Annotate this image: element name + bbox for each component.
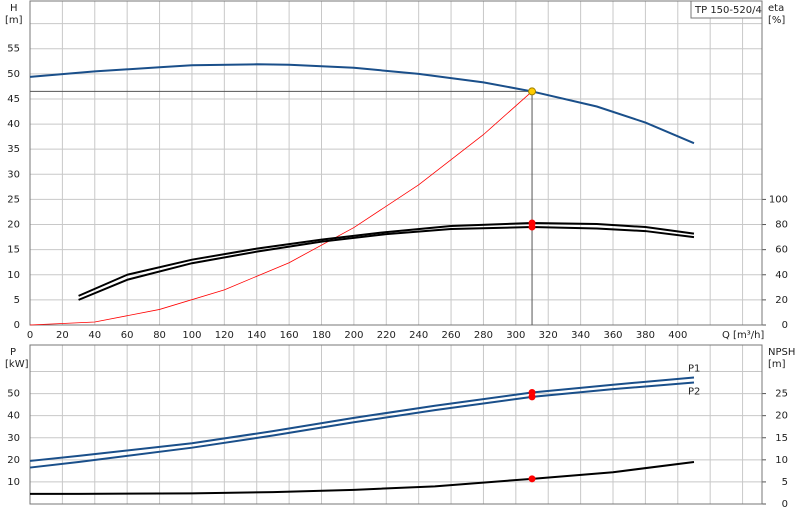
x-tick-label: 180 — [312, 330, 331, 341]
x-tick-label: 120 — [215, 330, 234, 341]
y2-tick-label: 15 — [775, 433, 788, 444]
y2-tick-label: 60 — [775, 245, 788, 256]
y2-tick-label: 20 — [775, 411, 788, 422]
duty-marker — [528, 223, 536, 231]
y-tick-label: 30 — [7, 433, 20, 444]
series-line — [78, 222, 695, 297]
y2-axis-unit: [m] — [768, 359, 786, 370]
y-axis-label: P — [10, 347, 16, 358]
y-tick-label: 15 — [7, 245, 20, 256]
y2-tick-label: 0 — [782, 320, 788, 331]
x-tick-label: 380 — [636, 330, 655, 341]
y-axis-unit: [m] — [5, 15, 23, 26]
y-tick-label: 5 — [14, 295, 20, 306]
x-tick-label: 340 — [571, 330, 590, 341]
y-tick-label: 20 — [7, 220, 20, 231]
y2-tick-label: 100 — [769, 194, 788, 205]
y2-tick-label: 0 — [782, 499, 788, 510]
y-tick-label: 10 — [7, 270, 20, 281]
y-tick-label: 40 — [7, 411, 20, 422]
x-tick-label: 200 — [344, 330, 363, 341]
y2-tick-label: 80 — [775, 220, 788, 231]
x-tick-label: 40 — [88, 330, 101, 341]
y-tick-label: 20 — [7, 455, 20, 466]
y-tick-label: 30 — [7, 169, 20, 180]
y-tick-label: 50 — [7, 69, 20, 80]
y2-axis-label: eta — [768, 3, 784, 14]
x-tick-label: 260 — [442, 330, 461, 341]
y2-tick-label: 10 — [775, 455, 788, 466]
y-tick-label: 25 — [7, 194, 20, 205]
x-tick-label: 100 — [182, 330, 201, 341]
y2-axis-unit: [%] — [768, 15, 785, 26]
series-line — [29, 63, 695, 145]
annotation: TP 150-520/4 — [694, 5, 762, 16]
y2-axis-label: NPSH — [768, 347, 795, 358]
x-tick-label: 240 — [409, 330, 428, 341]
y-tick-label: 50 — [7, 389, 20, 400]
y-axis-unit: [kW] — [5, 359, 29, 370]
series-line — [29, 376, 695, 462]
series-line — [30, 461, 695, 495]
x-axis-label: Q [m³/h] — [722, 330, 764, 341]
x-tick-label: 360 — [603, 330, 622, 341]
series-label: P1 — [688, 363, 700, 374]
x-tick-label: 140 — [247, 330, 266, 341]
duty-marker — [528, 475, 536, 483]
x-tick-label: 300 — [506, 330, 525, 341]
series-label: P2 — [688, 387, 700, 398]
y-tick-label: 0 — [14, 320, 20, 331]
x-tick-label: 80 — [153, 330, 166, 341]
x-tick-label: 320 — [539, 330, 558, 341]
y-tick-label: 10 — [7, 477, 20, 488]
plot-frame — [29, 0, 763, 326]
x-tick-label: 60 — [121, 330, 134, 341]
x-tick-label: 20 — [56, 330, 69, 341]
y-tick-label: 40 — [7, 119, 20, 130]
y-tick-label: 55 — [7, 44, 20, 55]
annotation-box — [690, 0, 763, 19]
series-line — [29, 381, 695, 469]
x-tick-label: 0 — [27, 330, 33, 341]
duty-point — [528, 87, 537, 96]
series-line — [78, 226, 695, 301]
duty-marker — [528, 393, 536, 401]
y-tick-label: 45 — [7, 94, 20, 105]
y2-tick-label: 20 — [775, 295, 788, 306]
y2-tick-label: 5 — [782, 477, 788, 488]
x-tick-label: 400 — [668, 330, 687, 341]
y2-tick-label: 40 — [775, 270, 788, 281]
plot-frame — [29, 344, 763, 505]
x-tick-label: 160 — [280, 330, 299, 341]
y-axis-label: H — [10, 3, 18, 14]
y2-tick-label: 25 — [775, 389, 788, 400]
series-line — [29, 91, 533, 326]
x-tick-label: 280 — [474, 330, 493, 341]
x-tick-label: 220 — [377, 330, 396, 341]
y-tick-label: 35 — [7, 144, 20, 155]
